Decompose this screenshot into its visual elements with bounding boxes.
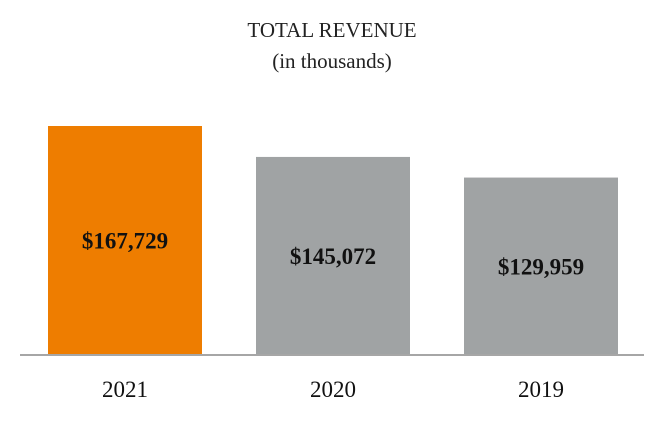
chart-subtitle: (in thousands) <box>272 49 392 73</box>
labels-group: $167,729 2021 $145,072 2020 $129,959 2019 <box>82 229 584 403</box>
bars-group <box>48 126 618 355</box>
x-tick-label-2021: 2021 <box>102 377 148 402</box>
bar-2020 <box>256 156 410 355</box>
value-label-2021: $167,729 <box>82 229 168 254</box>
x-tick-label-2020: 2020 <box>310 377 356 402</box>
value-label-2019: $129,959 <box>498 254 584 279</box>
x-tick-label-2019: 2019 <box>518 377 564 402</box>
value-label-2020: $145,072 <box>290 244 376 269</box>
bar-2021 <box>48 126 202 355</box>
chart-title: TOTAL REVENUE <box>247 18 416 42</box>
bar-2019 <box>464 177 618 355</box>
